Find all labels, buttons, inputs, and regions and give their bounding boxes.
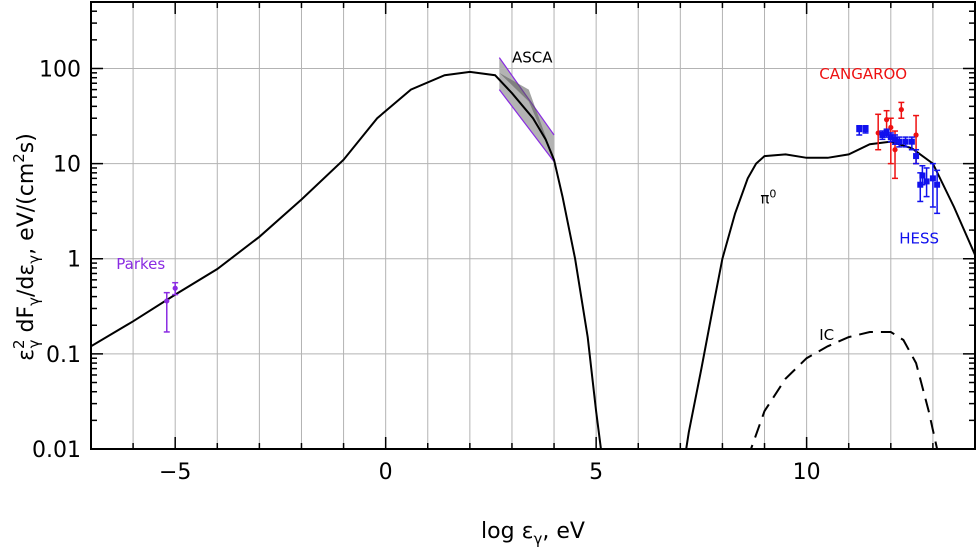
data-point [862, 126, 869, 133]
annotation-3: HESS [899, 229, 939, 247]
data-point [856, 126, 863, 133]
data-point [887, 134, 894, 141]
data-point [913, 153, 920, 160]
y-tick-label: 100 [39, 57, 81, 82]
y-tick-label: 0.1 [46, 343, 81, 368]
x-tick-label: −5 [159, 460, 191, 485]
annotation-1: ASCA [512, 49, 553, 67]
series-line-2 [749, 331, 939, 449]
y-tick-label: 1 [67, 248, 81, 273]
asca-lower-edge [498, 89, 555, 162]
x-tick-label: 5 [589, 460, 603, 485]
data-point [902, 138, 909, 145]
y-tick-label: 0.01 [32, 438, 81, 463]
data-point [892, 136, 899, 143]
x-tick-label: 10 [793, 460, 821, 485]
data-point [908, 138, 915, 145]
annotation-5: IC [819, 326, 834, 344]
data-point [929, 175, 936, 182]
data-point [879, 131, 886, 138]
data-point [923, 178, 930, 185]
data-point [934, 181, 941, 188]
annotations: Parkes ASCA CANGAROO HESS π0 IC [116, 49, 939, 344]
annotation-4: π0 [760, 188, 776, 208]
data-point [917, 181, 924, 188]
y-axis-label: ε2γ dFγ/dεγ, eV/(cm2s) [10, 133, 43, 361]
data-point [896, 138, 903, 145]
x-tick-label: 0 [379, 460, 393, 485]
annotation-0: Parkes [116, 255, 165, 273]
plot-background [91, 2, 975, 449]
data-point [913, 132, 919, 138]
data-point [892, 147, 898, 153]
series-group [91, 57, 975, 449]
asca-inner-wedge [499, 72, 555, 160]
x-axis-label: log εγ, eV [481, 519, 585, 548]
y-tick-label: 10 [53, 153, 81, 178]
data-points [163, 101, 941, 333]
series-line-0 [91, 70, 602, 449]
data-point [898, 106, 904, 113]
data-point [172, 285, 178, 291]
data-point [883, 129, 890, 136]
axis-ticks: −5 0 5 10 0.01 0.1 1 10 100 [32, 1, 976, 485]
data-point [919, 172, 926, 179]
plot-frame [90, 1, 976, 450]
data-point [164, 298, 170, 304]
annotation-2: CANGAROO [819, 65, 907, 83]
